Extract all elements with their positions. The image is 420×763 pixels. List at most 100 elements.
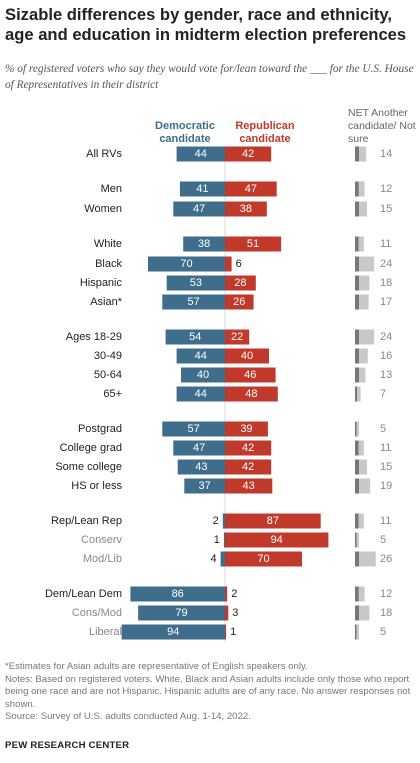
other-bar [358, 440, 364, 456]
dem-value-label: 47 [193, 442, 205, 454]
other-column-header: NET Another candidate/ Not sure [348, 107, 416, 145]
dem-value-label: 44 [195, 350, 207, 362]
rep-value-label: 43 [243, 480, 255, 492]
dem-bar [165, 329, 225, 345]
rep-value-label: 38 [240, 203, 252, 215]
dem-value-label: 2 [213, 515, 219, 527]
category-label: 30-49 [94, 350, 122, 362]
other-bar-dark [355, 146, 359, 162]
other-bar [358, 181, 365, 197]
dem-value-label: 41 [196, 183, 208, 195]
other-bar-dark [355, 294, 359, 310]
rep-value-label: 40 [241, 350, 253, 362]
rep-bar [225, 367, 276, 383]
rep-bar [225, 146, 272, 162]
other-value-label: 24 [380, 331, 392, 343]
rep-bar [225, 513, 321, 529]
rep-value-label: 47 [245, 183, 257, 195]
rep-bar [225, 236, 282, 252]
rep-bar [225, 275, 256, 291]
rep-value-label: 28 [234, 277, 246, 289]
other-bar [359, 551, 376, 567]
category-label: 50-64 [94, 369, 122, 381]
dem-bar [179, 181, 225, 197]
dem-value-label: 44 [195, 388, 207, 400]
dem-bar [173, 201, 225, 217]
other-value-label: 15 [380, 461, 392, 473]
other-bar-dark [355, 440, 359, 456]
dem-column-header: Democratic candidate [155, 120, 215, 145]
dem-bar [162, 294, 225, 310]
category-label: Women [84, 203, 122, 215]
category-label: Cons/Mod [72, 607, 122, 619]
dem-value-label: 4 [210, 553, 216, 565]
category-label: College grad [60, 442, 122, 454]
dem-value-label: 53 [190, 277, 202, 289]
category-label: White [94, 238, 122, 250]
rep-value-label: 26 [233, 296, 245, 308]
rep-value-label: 6 [236, 258, 242, 270]
rep-bar [225, 532, 329, 548]
category-label: Some college [55, 461, 122, 473]
category-label: 65+ [103, 388, 122, 400]
other-value-label: 15 [380, 203, 392, 215]
other-bar [358, 236, 364, 252]
rep-value-label: 22 [231, 331, 243, 343]
dem-value-label: 43 [195, 461, 207, 473]
dem-value-label: 37 [199, 480, 211, 492]
other-bar-dark [355, 513, 359, 529]
other-value-label: 19 [380, 480, 392, 492]
rep-bar [225, 605, 229, 621]
other-value-label: 17 [380, 296, 392, 308]
dem-value-label: 79 [175, 607, 187, 619]
other-bar [359, 348, 368, 364]
dem-bar [177, 459, 225, 475]
category-label: Conserv [81, 534, 122, 546]
dem-value-label: 44 [195, 148, 207, 160]
category-label: Hispanic [80, 277, 123, 289]
dem-bar [121, 624, 225, 640]
other-bar [359, 256, 375, 272]
dem-bar [222, 513, 225, 529]
other-value-label: 12 [380, 588, 392, 600]
dem-bar [176, 146, 225, 162]
org-credit: PEW RESEARCH CENTER [5, 740, 130, 751]
rep-bar [225, 551, 302, 567]
category-label: Mod/Lib [83, 553, 122, 565]
other-value-label: 26 [380, 553, 392, 565]
other-bar-dark [355, 348, 359, 364]
category-label: All RVs [86, 148, 122, 160]
category-label: Rep/Lean Rep [51, 515, 122, 527]
other-value-label: 13 [380, 369, 392, 381]
footnotes: *Estimates for Asian adults are represen… [5, 661, 417, 724]
rep-bar [225, 329, 250, 345]
rep-bar [225, 624, 227, 640]
dem-value-label: 47 [193, 203, 205, 215]
rep-value-label: 87 [267, 515, 279, 527]
other-bar-dark [355, 329, 359, 345]
dem-bar [176, 348, 225, 364]
rep-value-label: 42 [242, 148, 254, 160]
rep-value-label: 46 [244, 369, 256, 381]
source-note: Source: Survey of U.S. adults conducted … [5, 711, 251, 722]
chart-subtitle: % of registered voters who say they woul… [5, 63, 414, 91]
other-value-label: 18 [380, 607, 392, 619]
rep-bar [225, 421, 268, 437]
dem-value-label: 38 [198, 238, 210, 250]
dem-value-label: 40 [197, 369, 209, 381]
other-value-label: 11 [380, 515, 391, 527]
other-value-label: 16 [380, 350, 392, 362]
other-bar [359, 478, 371, 494]
other-bar-dark [355, 624, 357, 640]
rep-bar [225, 386, 278, 402]
rep-bar [225, 348, 269, 364]
dem-value-label: 94 [167, 626, 179, 638]
rep-bar [225, 478, 273, 494]
other-value-label: 7 [380, 388, 386, 400]
dem-bar [184, 478, 225, 494]
dem-bar [148, 256, 225, 272]
other-bar [359, 459, 367, 475]
rep-value-label: 39 [240, 423, 252, 435]
other-bar [359, 294, 369, 310]
rep-column-header: Republican candidate [235, 120, 295, 145]
